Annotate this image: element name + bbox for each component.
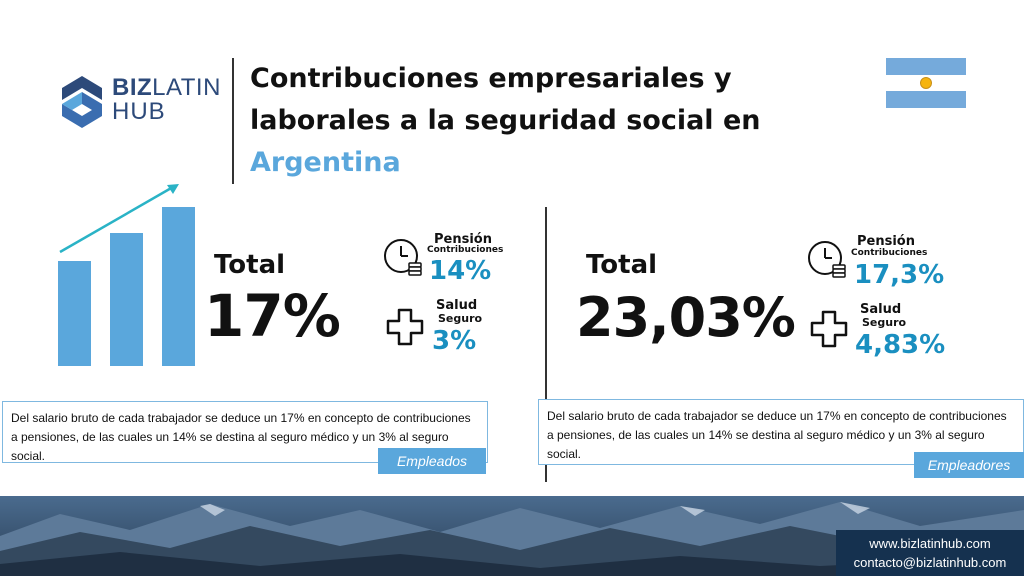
trend-arrowhead: [167, 184, 179, 194]
bizlatinhub-logo: BIZLATIN HUB: [58, 74, 228, 134]
employers-total-value: 23,03%: [576, 286, 796, 349]
employees-pension-label: Pensión: [434, 232, 492, 247]
employees-total-label: Total: [214, 250, 286, 280]
employees-health-value: 3%: [432, 326, 477, 356]
logo-biz: BIZ: [112, 74, 153, 101]
employees-health-sublabel: Seguro: [438, 312, 483, 325]
employers-health-sublabel: Seguro: [862, 316, 907, 329]
bar-3: [162, 207, 195, 366]
website-link[interactable]: www.bizlatinhub.com: [869, 536, 991, 551]
header-divider: [232, 58, 234, 184]
argentina-flag-icon: [886, 58, 966, 108]
employers-pension-value: 17,3%: [854, 260, 945, 290]
email-link[interactable]: contacto@bizlatinhub.com: [853, 555, 1007, 570]
bar-1: [58, 261, 91, 366]
employees-pension-sublabel: Contribuciones: [427, 245, 504, 255]
bar-2: [110, 233, 143, 366]
employees-health-label: Salud: [436, 298, 478, 313]
page-title: Contribuciones empresariales y laborales…: [250, 58, 850, 184]
employers-tag: Empleadores: [914, 452, 1024, 478]
employees-pension-value: 14%: [429, 256, 492, 286]
trend-arrow: [59, 185, 174, 254]
medical-cross-icon: [386, 308, 424, 346]
logo-hub: HUB: [112, 98, 166, 125]
section-divider: [545, 207, 547, 482]
medical-cross-icon: [810, 310, 848, 348]
title-line-1: Contribuciones empresariales y: [250, 63, 732, 94]
employers-pension-sublabel: Contribuciones: [851, 248, 928, 258]
employers-pension-label: Pensión: [857, 234, 915, 249]
employers-health-label: Salud: [860, 302, 902, 317]
contact-box: www.bizlatinhub.com contacto@bizlatinhub…: [836, 530, 1024, 576]
employees-total-value: 17%: [204, 282, 341, 350]
bizlatinhub-logo-icon: [62, 76, 102, 128]
mountain-background-image: [0, 496, 1024, 576]
title-accent: Argentina: [250, 147, 401, 178]
title-line-2: laborales a la seguridad social en: [250, 105, 761, 136]
clock-coins-icon: [808, 241, 846, 278]
employers-total-label: Total: [586, 250, 658, 280]
employees-description: Del salario bruto de cada trabajador se …: [2, 401, 488, 463]
employers-health-value: 4,83%: [855, 330, 946, 360]
clock-coins-icon: [384, 239, 422, 276]
logo-latin: LATIN: [152, 74, 221, 101]
growth-bars-graphic: [58, 184, 195, 366]
employees-tag: Empleados: [378, 448, 486, 474]
sun-icon: [920, 76, 932, 89]
